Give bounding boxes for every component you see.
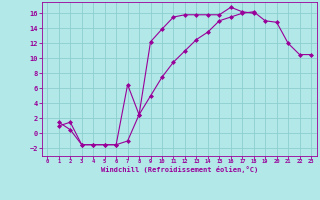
X-axis label: Windchill (Refroidissement éolien,°C): Windchill (Refroidissement éolien,°C) <box>100 166 258 173</box>
